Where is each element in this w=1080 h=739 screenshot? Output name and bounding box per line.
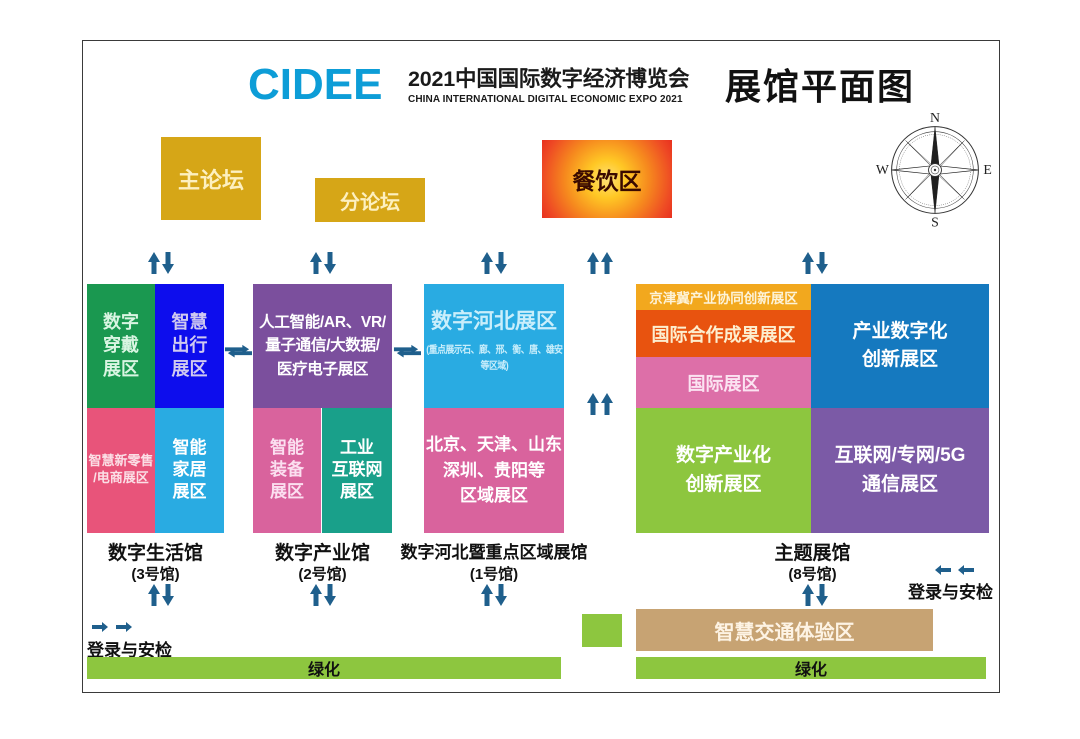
svg-text:E: E [983,162,991,177]
svg-text:W: W [876,162,890,177]
svg-text:N: N [930,110,940,125]
svg-text:S: S [931,214,939,229]
